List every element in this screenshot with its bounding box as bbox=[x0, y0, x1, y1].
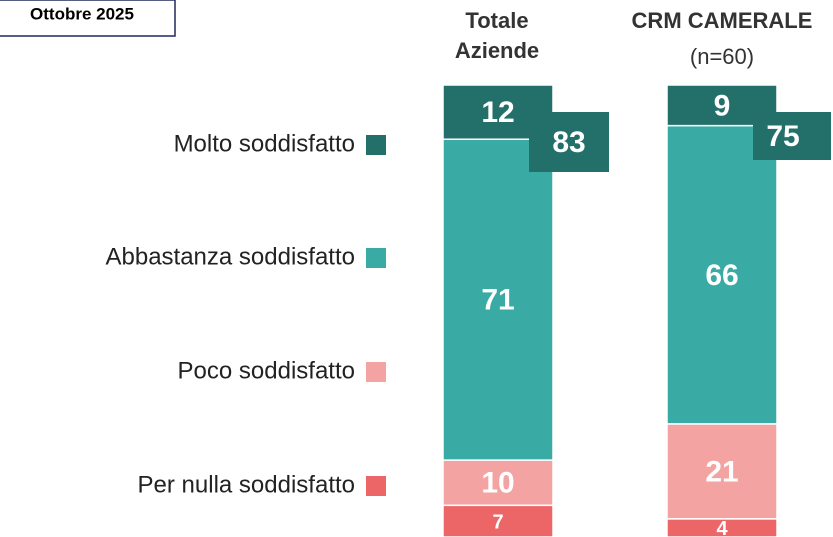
date-box bbox=[0, 0, 176, 37]
total-label: 83 bbox=[552, 126, 585, 159]
data-label: 9 bbox=[714, 89, 731, 122]
data-label: 10 bbox=[481, 467, 514, 500]
bar-segment bbox=[666, 423, 778, 520]
data-label: 66 bbox=[705, 259, 738, 292]
data-label: 71 bbox=[481, 284, 514, 317]
legend-label: Molto soddisfatto bbox=[174, 130, 355, 157]
data-label: 12 bbox=[481, 96, 514, 129]
data-label: 4 bbox=[716, 518, 728, 537]
legend-swatch bbox=[366, 476, 386, 496]
date-label: Ottobre 2025 bbox=[30, 4, 134, 23]
bar-segment bbox=[442, 138, 554, 461]
data-label: 21 bbox=[705, 455, 738, 488]
bar-segment bbox=[666, 124, 778, 425]
total-box bbox=[753, 112, 831, 160]
legend-label: Abbastanza soddisfatto bbox=[105, 243, 355, 270]
legend-label: Poco soddisfatto bbox=[178, 357, 355, 384]
legend-swatch bbox=[366, 248, 386, 268]
bar-segment bbox=[442, 504, 554, 537]
total-label: 75 bbox=[766, 120, 799, 153]
legend-swatch bbox=[366, 362, 386, 382]
legend-label: Per nulla soddisfatto bbox=[138, 471, 355, 498]
category-note: (n=60) bbox=[689, 44, 755, 69]
total-box bbox=[529, 112, 609, 172]
category-header: Totale Aziende bbox=[454, 8, 540, 63]
category-header: CRM CAMERALE bbox=[631, 8, 813, 33]
legend-swatch bbox=[366, 135, 386, 155]
data-label: 7 bbox=[492, 511, 503, 533]
